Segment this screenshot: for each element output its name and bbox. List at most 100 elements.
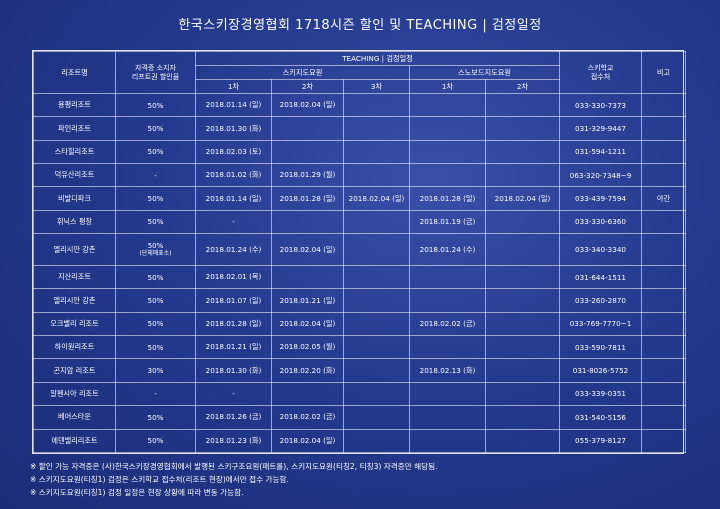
resort-name-cell: 에덴밸리리조트 — [33, 428, 116, 454]
ski-round-3-cell — [343, 381, 410, 407]
sb-round-2-cell — [484, 428, 561, 454]
remark-cell — [641, 405, 687, 430]
sb-round-1-cell — [409, 381, 486, 407]
header-snowboard-instructor: 스노보드지도요원 — [408, 65, 561, 80]
discount-cell: 50% — [115, 288, 196, 313]
ski-round-3-cell — [343, 209, 410, 235]
header-resort: 리조트명 — [33, 51, 116, 94]
header-discount: 자격증 소지자 리프트권 할인율 — [115, 51, 196, 94]
ski-round-2-cell: 2018.02.04 (일) — [271, 428, 344, 454]
resort-name-cell: 스타힐리조트 — [33, 139, 116, 165]
ski-round-1-cell: 2018.02.01 (목) — [195, 265, 272, 290]
sb-round-2-cell — [484, 209, 561, 235]
school-phone-cell: 033-769-7770~1 — [559, 311, 643, 337]
header-remark: 비고 — [641, 51, 687, 94]
header-ski-round-3: 3차 — [343, 79, 410, 94]
table-row: 덕유산리조트 -2018.01.02 (화) 2018.01.29 (월) 063-3… — [33, 163, 687, 188]
header-ski-round-1: 1차 — [195, 79, 272, 94]
table-row: 하이원리조트 50% 2018.01.21 (일) 2018.02.05 (월) 033… — [33, 335, 687, 360]
footnote: ※ 스키지도요원(티칭1) 검정은 스키학교 접수처(리조트 현장)에서만 접수… — [30, 475, 289, 484]
schedule-table-container: 리조트명 자격증 소지자 리프트권 할인율 TEACHING | 검정일정 스키… — [32, 50, 687, 454]
ski-round-2-cell — [271, 265, 344, 290]
resort-name-cell: 비발디파크 — [33, 186, 116, 211]
sb-round-1-cell — [409, 265, 486, 290]
remark-cell — [641, 209, 687, 235]
ski-round-3-cell — [343, 428, 410, 454]
sb-round-1-cell — [409, 163, 486, 188]
sb-round-2-cell — [484, 163, 561, 188]
ski-round-3-cell — [343, 92, 410, 118]
ski-round-1-cell: 2018.01.28 (일) — [195, 311, 272, 337]
table-row: 알펜시아 리조트 - -033-339-0351 — [33, 381, 687, 407]
sb-round-1-cell — [409, 288, 486, 313]
discount-cell: 50% — [115, 265, 196, 290]
sb-round-2-cell — [484, 288, 561, 313]
remark-cell — [641, 139, 687, 165]
resort-name-cell: 알펜시아 리조트 — [33, 381, 116, 407]
remark-cell — [641, 233, 687, 267]
header-teaching: TEACHING | 검정일정 — [194, 51, 561, 66]
discount-cell: 50% — [115, 116, 196, 141]
table-row: 스타힐리조트 50% 2018.02.03 (토) 031-594-1211 — [33, 139, 687, 165]
remark-cell — [641, 381, 687, 407]
discount-cell: - — [115, 163, 196, 188]
sb-round-1-cell — [409, 116, 486, 141]
ski-round-3-cell: 2018.02.04 (일) — [343, 186, 410, 211]
school-phone-cell: 055-379-8127 — [559, 428, 643, 454]
ski-round-2-cell: 2018.01.29 (월) — [271, 163, 344, 188]
school-phone-cell: 033-339-0351 — [559, 381, 643, 407]
ski-round-1-cell: - — [195, 209, 272, 235]
footnote: ※ 스키지도요원(티칭1) 검정 일정은 현장 상황에 따라 변동 가능함. — [30, 488, 244, 497]
ski-round-1-cell: 2018.01.07 (일) — [195, 288, 272, 313]
remark-cell — [641, 288, 687, 313]
school-phone-cell: 031-644-1511 — [559, 265, 643, 290]
sb-round-2-cell — [484, 358, 561, 383]
table-row: 파인리조트 50% 2018.01.30 (화) 031-329-9447 — [33, 116, 687, 141]
school-phone-cell: 033-340-3340 — [559, 233, 643, 267]
resort-name-cell: 엘리시안 강촌 — [33, 288, 116, 313]
ski-round-3-cell — [343, 163, 410, 188]
ski-round-1-cell: 2018.01.14 (일) — [195, 186, 272, 211]
ski-round-3-cell — [343, 139, 410, 165]
sb-round-2-cell — [484, 233, 561, 267]
table-row: 휘닉스 평창 50% - 2018.01.19 (금) 033-330-6360 — [33, 209, 687, 235]
ski-round-1-cell: 2018.01.21 (일) — [195, 335, 272, 360]
ski-round-3-cell — [343, 358, 410, 383]
resort-name-cell: 엘리시안 강촌 — [33, 233, 116, 267]
resort-name-cell: 파인리조트 — [33, 116, 116, 141]
ski-round-3-cell — [343, 233, 410, 267]
header-school: 스키학교 접수처 — [559, 51, 643, 94]
resort-name-cell: 하이원리조트 — [33, 335, 116, 360]
ski-round-2-cell: 2018.01.21 (일) — [271, 288, 344, 313]
ski-round-2-cell — [271, 209, 344, 235]
ski-round-1-cell: 2018.01.30 (화) — [195, 116, 272, 141]
schedule-table: 리조트명 자격증 소지자 리프트권 할인율 TEACHING | 검정일정 스키… — [33, 51, 687, 454]
table-row: 엘리시안 강촌 50% 2018.01.07 (일) 2018.01.21 (일) 03… — [33, 288, 687, 313]
remark-cell — [641, 335, 687, 360]
sb-round-1-cell — [409, 139, 486, 165]
ski-round-3-cell — [343, 335, 410, 360]
ski-round-2-cell — [271, 139, 344, 165]
school-phone-cell: 033-590-7811 — [559, 335, 643, 360]
discount-cell: 50% — [115, 335, 196, 360]
ski-round-1-cell: 2018.01.30 (화) — [195, 358, 272, 383]
table-row: 비발디파크 50% 2018.01.14 (일) 2018.01.28 (일) 2018… — [33, 186, 687, 211]
table-row: 용평리조트 50% 2018.01.14 (일) 2018.02.04 (일) 033-… — [33, 92, 687, 118]
header-sb-round-2: 2차 — [484, 79, 561, 94]
table-row: 베어스타운 50% 2018.01.26 (금) 2018.02.02 (금) 031-… — [33, 405, 687, 430]
discount-cell: 30% — [115, 358, 196, 383]
remark-cell — [641, 116, 687, 141]
sb-round-2-cell — [484, 311, 561, 337]
resort-name-cell: 오크밸리 리조트 — [33, 311, 116, 337]
remark-cell — [641, 428, 687, 454]
sb-round-2-cell — [484, 265, 561, 290]
ski-round-2-cell: 2018.02.04 (일) — [271, 92, 344, 118]
school-phone-cell: 031-8026-5752 — [559, 358, 643, 383]
ski-round-1-cell: 2018.01.14 (일) — [195, 92, 272, 118]
sb-round-1-cell — [409, 428, 486, 454]
school-phone-cell: 033-330-6360 — [559, 209, 643, 235]
table-row: 곤지암 리조트 30% 2018.01.30 (화) 2018.02.20 (화) 20… — [33, 358, 687, 383]
sb-round-1-cell — [409, 335, 486, 360]
ski-round-2-cell: 2018.02.04 (일) — [271, 233, 344, 267]
ski-round-2-cell — [271, 381, 344, 407]
